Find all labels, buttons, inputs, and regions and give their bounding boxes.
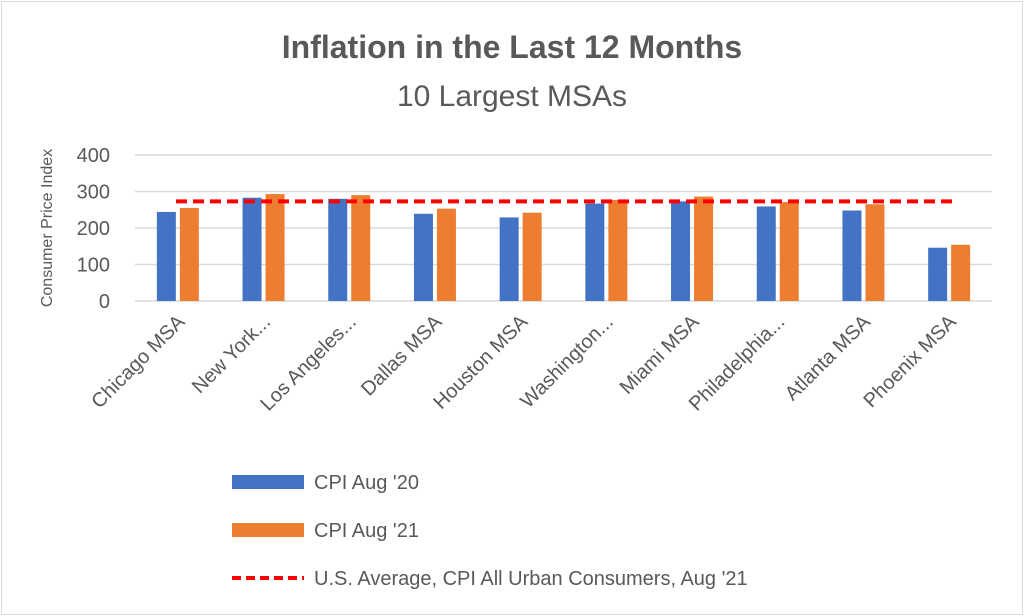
bar: [265, 194, 285, 301]
x-tick-label: New York...: [188, 311, 275, 398]
bar: [522, 212, 542, 301]
y-tick-label: 400: [77, 145, 110, 167]
y-tick-label: 300: [77, 182, 110, 204]
x-tick-label: Atlanta MSA: [781, 311, 876, 406]
chart-title: Inflation in the Last 12 Months: [282, 29, 742, 65]
bar: [242, 197, 262, 301]
bar: [842, 210, 862, 301]
legend-label: CPI Aug '21: [314, 520, 419, 542]
bar: [156, 211, 176, 301]
bar: [499, 217, 519, 301]
legend-label: CPI Aug '20: [314, 472, 419, 494]
bar: [413, 213, 433, 301]
x-tick-label: Dallas MSA: [357, 311, 447, 401]
bar: [608, 199, 628, 301]
chart-subtitle: 10 Largest MSAs: [397, 80, 627, 113]
bar: [585, 203, 605, 301]
y-tick-label: 200: [77, 218, 110, 240]
bar: [779, 202, 799, 301]
y-tick-label: 0: [99, 291, 110, 313]
bar: [694, 196, 714, 301]
bar: [436, 208, 456, 301]
bar: [351, 195, 371, 301]
bar: [179, 207, 199, 301]
bar: [328, 198, 348, 301]
legend-label: U.S. Average, CPI All Urban Consumers, A…: [314, 568, 748, 590]
bar: [865, 204, 885, 301]
x-tick-label: Miami MSA: [616, 311, 704, 399]
bar: [671, 201, 691, 301]
y-axis-label: Consumer Price Index: [39, 149, 56, 307]
y-tick-label: 100: [77, 255, 110, 277]
bar: [928, 247, 948, 301]
legend-swatch: [232, 523, 304, 537]
bar: [951, 244, 971, 301]
legend-swatch: [232, 475, 304, 489]
bar: [756, 206, 776, 301]
x-tick-label: Phoenix MSA: [859, 311, 961, 413]
x-tick-label: Chicago MSA: [87, 311, 189, 413]
